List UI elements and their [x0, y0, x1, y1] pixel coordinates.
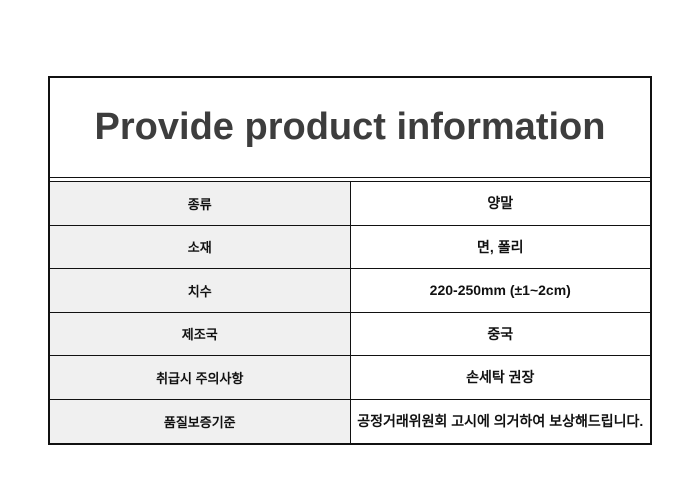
row-value: 중국	[349, 311, 650, 356]
row-value: 면, 폴리	[349, 224, 650, 269]
product-info-table-body: 종류 양말 소재 면, 폴리 치수 220-250mm (±1~2cm) 제조국…	[50, 181, 650, 443]
table-row: 치수 220-250mm (±1~2cm)	[50, 268, 650, 313]
page-title: Provide product information	[94, 106, 606, 148]
title-table-divider	[50, 178, 650, 181]
table-row: 취급시 주의사항 손세탁 권장	[50, 355, 650, 400]
table-row: 품질보증기준 공정거래위원회 고시에 의거하여 보상해드립니다.	[50, 398, 650, 443]
table-row: 종류 양말	[50, 181, 650, 226]
row-label: 치수	[50, 268, 351, 313]
row-label: 종류	[50, 181, 351, 226]
title-box: Provide product information	[50, 78, 650, 178]
table-row: 소재 면, 폴리	[50, 224, 650, 269]
row-label: 소재	[50, 224, 351, 269]
row-label: 품질보증기준	[50, 398, 351, 443]
row-value: 220-250mm (±1~2cm)	[349, 268, 650, 313]
row-value: 양말	[349, 181, 650, 226]
row-value: 손세탁 권장	[349, 355, 650, 400]
product-info-panel: Provide product information 종류 양말 소재 면, …	[48, 76, 652, 445]
row-label: 제조국	[50, 311, 351, 356]
table-row: 제조국 중국	[50, 311, 650, 356]
row-value: 공정거래위원회 고시에 의거하여 보상해드립니다.	[349, 398, 650, 443]
product-info-table: 종류 양말 소재 면, 폴리 치수 220-250mm (±1~2cm) 제조국…	[50, 181, 650, 443]
row-label: 취급시 주의사항	[50, 355, 351, 400]
